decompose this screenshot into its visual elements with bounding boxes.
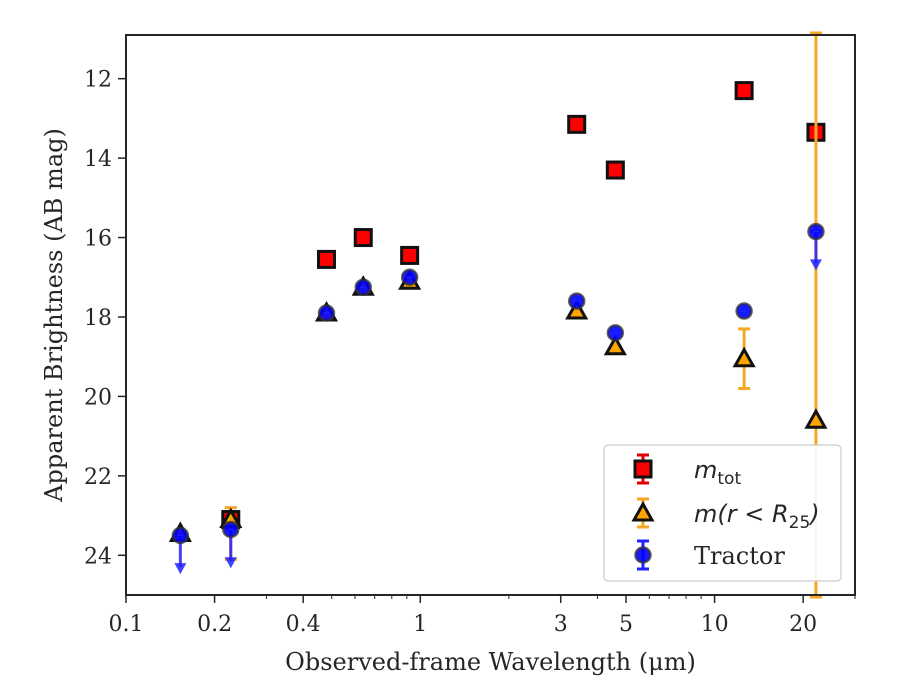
data-point-square [734,81,754,101]
legend-marker-triangle [631,500,655,522]
x-tick-label: 3 [554,612,568,637]
series-circle [171,222,825,575]
y-tick-label: 14 [84,147,112,172]
data-point-triangle [804,408,828,429]
x-tick-label: 10 [701,612,729,637]
legend: mtot m(r < R25) Tractor [603,444,842,582]
y-tick-label: 20 [84,385,112,410]
legend-marker-circle [634,546,652,564]
upper-limit-arrow-head [174,563,187,575]
series-square [221,81,826,530]
legend-box [603,444,842,582]
data-point-square [316,249,336,269]
legend-label: m(r < R25) [694,500,820,533]
data-point-square [400,245,420,265]
x-axis-label: Observed-frame Wavelength (μm) [285,648,696,676]
data-point-triangle [565,298,589,320]
x-tick-label: 0.2 [197,612,232,637]
x-tick-label: 20 [789,612,817,637]
data-point-square [353,228,373,248]
y-tick-label: 24 [84,544,112,569]
legend-label: mtot [694,456,741,489]
data-point-square [605,160,625,180]
upper-limit-arrow-head [224,557,237,569]
x-tick-label: 0.1 [109,612,144,637]
y-tick-label: 12 [84,68,112,93]
x-tick-label: 1 [413,612,427,637]
y-axis-label: Apparent Brightness (AB mag) [40,128,68,503]
legend-label: Tractor [694,542,785,570]
data-point-triangle [732,346,756,368]
x-axis-ticks: 0.1 0.2 0.4 1 3 5 10 20 [109,595,856,637]
y-tick-label: 22 [84,465,112,490]
x-tick-label: 5 [619,612,633,637]
plot-frame [125,34,856,596]
data-point-triangle [603,334,627,356]
upper-limit-arrow-head [809,259,822,271]
y-tick-label: 18 [84,306,112,331]
y-axis-ticks: 12 14 16 18 20 22 24 [84,68,126,569]
x-tick-label: 0.4 [286,612,321,637]
legend-marker-square [633,459,653,479]
y-tick-label: 16 [84,227,112,252]
data-point-square [567,114,587,134]
